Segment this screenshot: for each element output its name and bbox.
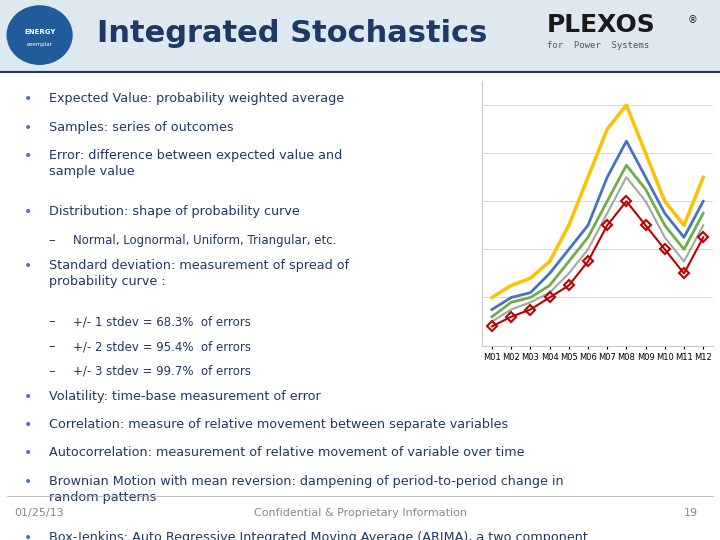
Text: exemplar: exemplar bbox=[27, 42, 53, 48]
Text: Samples: series of outcomes: Samples: series of outcomes bbox=[49, 120, 233, 133]
Text: Autocorrelation: measurement of relative movement of variable over time: Autocorrelation: measurement of relative… bbox=[49, 447, 524, 460]
Text: +/- 3 stdev = 99.7%  of errors: +/- 3 stdev = 99.7% of errors bbox=[73, 365, 251, 378]
Text: +/- 2 stdev = 95.4%  of errors: +/- 2 stdev = 95.4% of errors bbox=[73, 340, 251, 353]
Text: –: – bbox=[49, 365, 55, 378]
Text: Correlation: measure of relative movement between separate variables: Correlation: measure of relative movemen… bbox=[49, 418, 508, 431]
Text: –: – bbox=[49, 340, 55, 353]
Text: Brownian Motion with mean reversion: dampening of period-to-period change in
ran: Brownian Motion with mean reversion: dam… bbox=[49, 475, 563, 504]
Circle shape bbox=[7, 6, 72, 64]
Text: ®: ® bbox=[688, 15, 698, 25]
Text: Distribution: shape of probability curve: Distribution: shape of probability curve bbox=[49, 205, 300, 218]
Text: Expected Value: probability weighted average: Expected Value: probability weighted ave… bbox=[49, 92, 343, 105]
Text: Standard deviation: measurement of spread of
probability curve :: Standard deviation: measurement of sprea… bbox=[49, 259, 348, 288]
Text: •: • bbox=[24, 447, 32, 461]
Text: +/- 1 stdev = 68.3%  of errors: +/- 1 stdev = 68.3% of errors bbox=[73, 315, 251, 328]
Text: •: • bbox=[24, 205, 32, 219]
Text: –: – bbox=[49, 234, 55, 247]
Text: Confidential & Proprietary Information: Confidential & Proprietary Information bbox=[253, 508, 467, 518]
Text: •: • bbox=[24, 475, 32, 489]
Text: Error: difference between expected value and
sample value: Error: difference between expected value… bbox=[49, 149, 342, 178]
Text: 01/25/13: 01/25/13 bbox=[14, 508, 64, 518]
Bar bbox=[0, 71, 720, 72]
Text: •: • bbox=[24, 92, 32, 106]
Text: Box-Jenkins: Auto Regressive Integrated Moving Average (ARIMA), a two component
: Box-Jenkins: Auto Regressive Integrated … bbox=[49, 531, 609, 540]
Text: PLEXOS: PLEXOS bbox=[547, 12, 656, 37]
Text: •: • bbox=[24, 531, 32, 540]
Text: •: • bbox=[24, 149, 32, 163]
Text: ENERGY: ENERGY bbox=[24, 29, 55, 35]
Text: Volatility: time-base measurement of error: Volatility: time-base measurement of err… bbox=[49, 390, 320, 403]
Text: –: – bbox=[49, 315, 55, 328]
Text: for  Power  Systems: for Power Systems bbox=[547, 41, 649, 50]
Text: Normal, Lognormal, Uniform, Triangular, etc.: Normal, Lognormal, Uniform, Triangular, … bbox=[73, 234, 336, 247]
Text: Integrated Stochastics: Integrated Stochastics bbox=[97, 19, 487, 48]
Text: 19: 19 bbox=[684, 508, 698, 518]
Text: •: • bbox=[24, 259, 32, 273]
Text: •: • bbox=[24, 390, 32, 404]
Text: •: • bbox=[24, 120, 32, 134]
Text: •: • bbox=[24, 418, 32, 432]
